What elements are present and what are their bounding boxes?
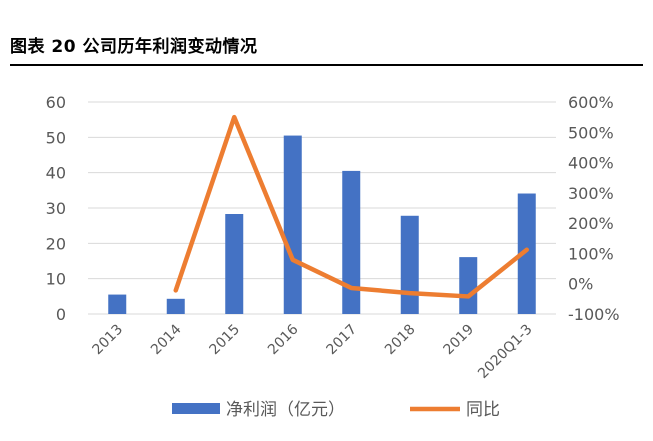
x-tick-label: 2017 [324, 322, 361, 359]
bar [108, 294, 127, 314]
y-left-tick-label: 40 [46, 164, 66, 183]
legend-line-label: 同比 [466, 400, 500, 420]
x-tick-label: 2016 [265, 321, 302, 358]
x-tick-label: 2014 [148, 321, 185, 358]
bar [283, 135, 302, 314]
bar [400, 215, 419, 314]
y-left-tick-label: 20 [46, 234, 66, 253]
x-tick-label: 2015 [207, 322, 244, 359]
grid-lines [88, 101, 556, 315]
y-left-tick-label: 30 [46, 199, 66, 218]
legend: 净利润（亿元） 同比 [172, 400, 500, 420]
legend-bar-label: 净利润（亿元） [226, 400, 345, 420]
x-tick-label: 2019 [441, 322, 478, 359]
line-series [173, 114, 529, 299]
bar [459, 257, 478, 314]
y-right-axis: -100% 0% 100% 200% 300% 400% 500% 600% [568, 93, 620, 324]
y-right-tick-label: 200% [568, 214, 614, 233]
y-left-tick-label: 0 [56, 305, 66, 324]
y-right-tick-label: 600% [568, 93, 614, 112]
title-underline [10, 64, 643, 66]
bar [342, 170, 361, 314]
y-left-tick-label: 10 [46, 270, 66, 289]
y-left-axis: 0 10 20 30 40 50 60 [46, 93, 66, 324]
y-right-tick-label: -100% [568, 305, 620, 324]
bar-series [108, 135, 536, 314]
x-tick-label: 2020Q1-3 [475, 322, 535, 382]
y-left-tick-label: 50 [46, 128, 66, 147]
legend-bar-swatch [172, 403, 220, 414]
y-left-tick-label: 60 [46, 93, 66, 112]
bar [225, 214, 244, 314]
x-tick-label: 2013 [90, 322, 127, 359]
y-right-tick-label: 0% [568, 275, 593, 294]
page-title: 图表 20 公司历年利润变动情况 [10, 37, 258, 57]
y-right-tick-label: 400% [568, 154, 614, 173]
y-right-tick-label: 300% [568, 184, 614, 203]
x-tick-label: 2018 [382, 322, 419, 359]
bar [166, 298, 185, 314]
y-right-tick-label: 100% [568, 244, 614, 263]
bar [517, 193, 536, 314]
y-right-tick-label: 500% [568, 123, 614, 142]
